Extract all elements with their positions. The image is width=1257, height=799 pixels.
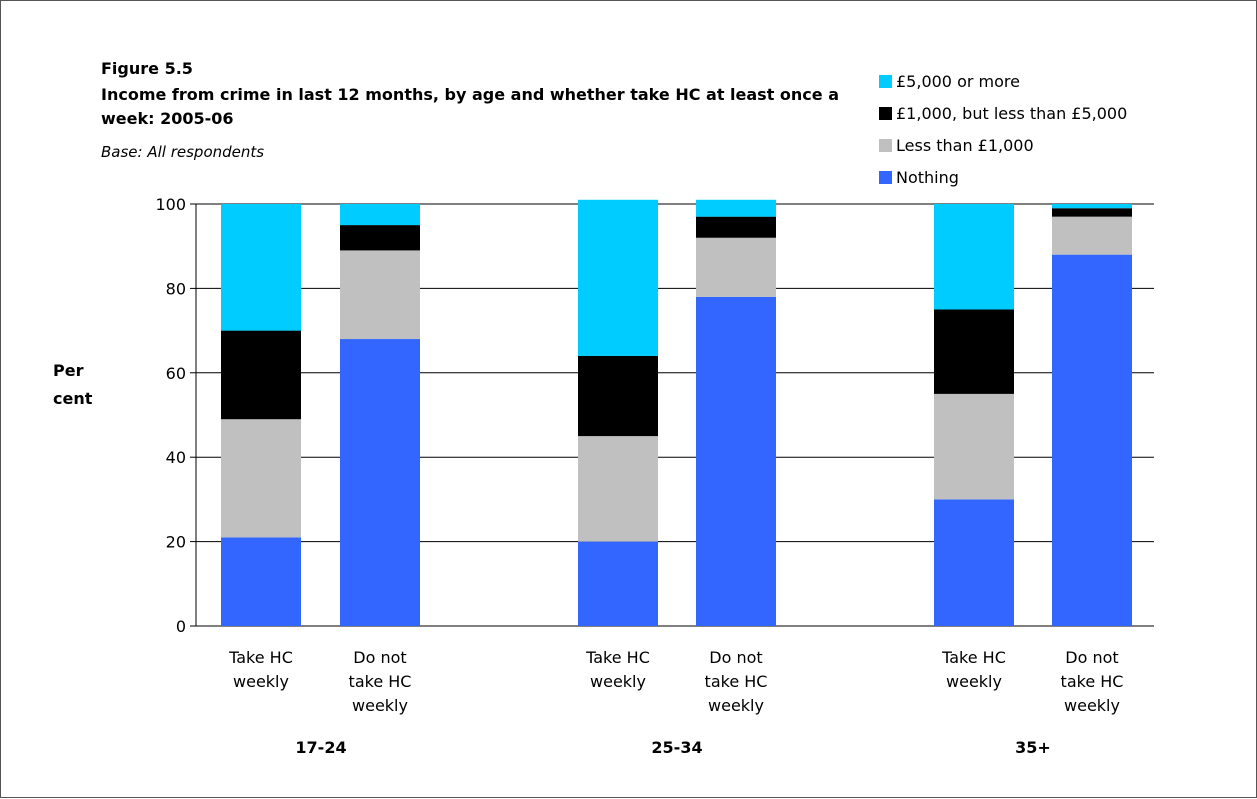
y-tick-label: 100 bbox=[155, 195, 186, 214]
bar-segment-less-than-1-000 bbox=[696, 237, 776, 297]
legend-swatch bbox=[879, 170, 892, 184]
bar-segment-5-000-or-more bbox=[578, 199, 658, 356]
x-category-label: Take HC weekly bbox=[228, 648, 293, 691]
bar-segment-nothing bbox=[934, 499, 1014, 626]
legend-label: £1,000, but less than £5,000 bbox=[896, 103, 1128, 123]
bar-segment-5-000-or-more bbox=[934, 204, 1014, 310]
legend-item: £1,000, but less than £5,000 bbox=[879, 97, 1127, 129]
y-tick-label: 40 bbox=[166, 448, 186, 467]
chart-subtitle: Base: All respondents bbox=[101, 143, 265, 161]
legend-item: £5,000 or more bbox=[879, 65, 1127, 97]
bar-segment-less-than-1-000 bbox=[578, 436, 658, 542]
x-group-label: 25-34 bbox=[651, 738, 702, 757]
bar-segment-1-000-but-less-than-5-000 bbox=[934, 309, 1014, 394]
legend: £5,000 or more £1,000, but less than £5,0… bbox=[879, 65, 1127, 193]
bar-segment-nothing bbox=[221, 537, 301, 626]
x-category-label: Do not take HC weekly bbox=[349, 648, 412, 715]
bar-segment-less-than-1-000 bbox=[221, 419, 301, 538]
bar-segment-1-000-but-less-than-5-000 bbox=[578, 355, 658, 437]
legend-label: Nothing bbox=[896, 167, 959, 187]
legend-swatch bbox=[879, 138, 892, 152]
y-tick-label: 60 bbox=[166, 364, 186, 383]
y-tick-label: 20 bbox=[166, 533, 186, 552]
x-group-label: 17-24 bbox=[295, 738, 346, 757]
bar-segment-5-000-or-more bbox=[1052, 204, 1132, 209]
x-group-label: 35+ bbox=[1015, 738, 1051, 757]
bar-segment-1-000-but-less-than-5-000 bbox=[340, 225, 420, 251]
y-tick-label: 0 bbox=[176, 617, 186, 636]
bar-segment-nothing bbox=[578, 541, 658, 626]
bar-segment-nothing bbox=[696, 296, 776, 626]
legend-label: £5,000 or more bbox=[896, 71, 1020, 91]
x-category-label: Do not take HC weekly bbox=[705, 648, 768, 715]
bar-segment-less-than-1-000 bbox=[1052, 216, 1132, 255]
chart-title: Income from crime in last 12 months, by … bbox=[101, 85, 839, 128]
y-tick-label: 80 bbox=[166, 279, 186, 298]
y-axis-label: Per cent bbox=[53, 361, 93, 408]
bar-segment-5-000-or-more bbox=[340, 204, 420, 226]
figure-label: Figure 5.5 bbox=[101, 59, 193, 78]
bar-segment-less-than-1-000 bbox=[340, 250, 420, 340]
bar-segment-5-000-or-more bbox=[696, 199, 776, 217]
x-category-label: Take HC weekly bbox=[585, 648, 650, 691]
bar-segment-nothing bbox=[340, 339, 420, 626]
bar-segment-1-000-but-less-than-5-000 bbox=[1052, 208, 1132, 217]
legend-label: Less than £1,000 bbox=[896, 135, 1034, 155]
bar-segment-1-000-but-less-than-5-000 bbox=[696, 216, 776, 238]
bar-segment-1-000-but-less-than-5-000 bbox=[221, 330, 301, 420]
bar-segment-5-000-or-more bbox=[221, 204, 301, 331]
legend-swatch bbox=[879, 106, 892, 120]
bar-segment-nothing bbox=[1052, 254, 1132, 626]
legend-item: Nothing bbox=[879, 161, 1127, 193]
x-category-label: Do not take HC weekly bbox=[1061, 648, 1124, 715]
legend-swatch bbox=[879, 74, 892, 88]
bar-segment-less-than-1-000 bbox=[934, 393, 1014, 500]
x-category-label: Take HC weekly bbox=[941, 648, 1006, 691]
legend-item: Less than £1,000 bbox=[879, 129, 1127, 161]
